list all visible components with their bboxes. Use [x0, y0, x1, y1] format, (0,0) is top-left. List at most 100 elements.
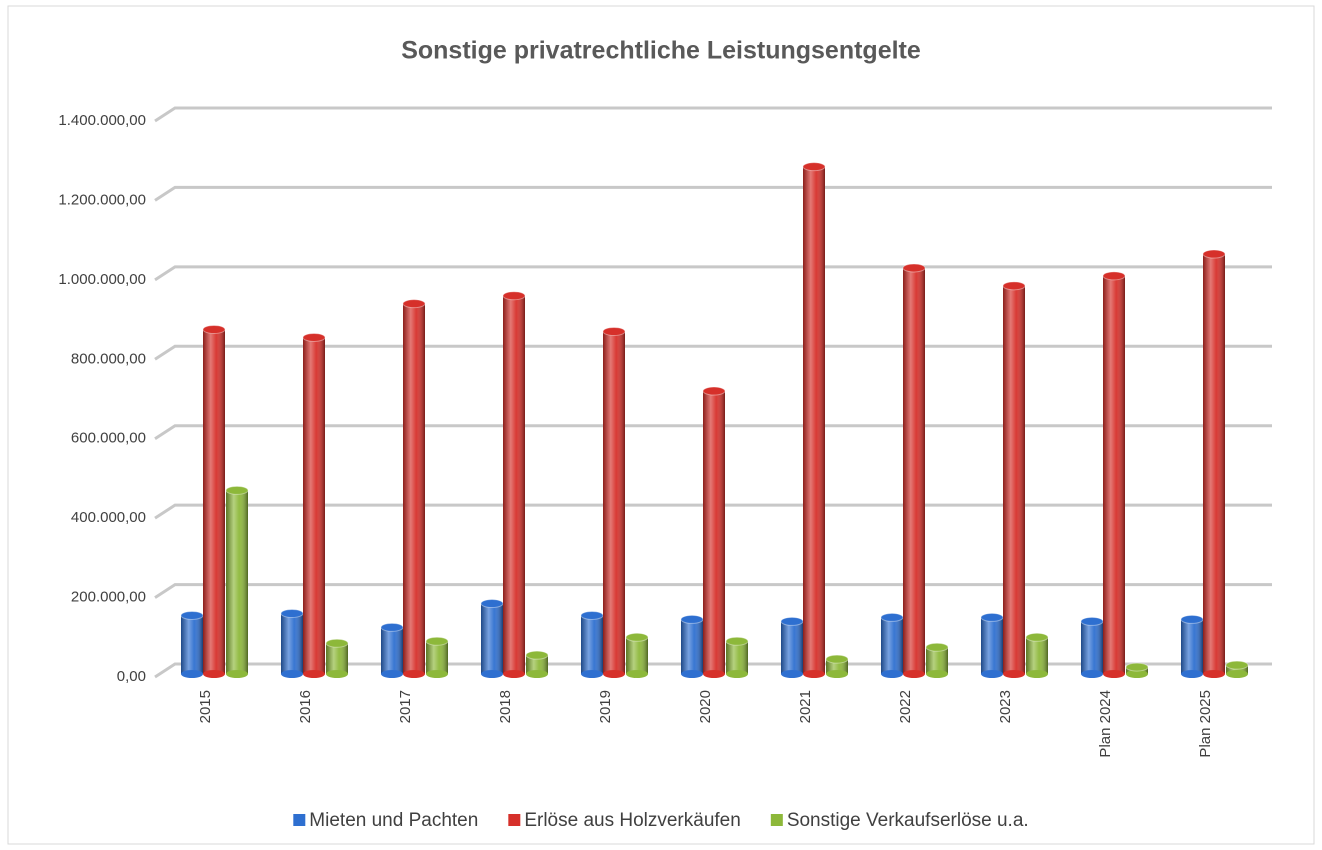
bar-base: [426, 670, 448, 678]
chart-title: Sonstige privatrechtliche Leistungsentge…: [401, 37, 921, 65]
bar: [1225, 660, 1249, 678]
bar: [302, 332, 326, 678]
bar-cap: [980, 612, 1004, 622]
bar: [525, 650, 549, 678]
bar-base: [303, 670, 325, 678]
bar-base: [1126, 670, 1148, 678]
bar-shade: [1103, 275, 1125, 674]
bar: [802, 162, 826, 678]
bar-shade: [503, 295, 525, 674]
bar-shade: [626, 637, 648, 674]
bar: [980, 612, 1004, 678]
x-tick-label: 2017: [397, 690, 414, 723]
bar-shade: [226, 490, 248, 674]
bar-base: [726, 670, 748, 678]
bar-cap: [725, 636, 749, 646]
bar-shade: [1226, 665, 1248, 674]
bar-shade: [326, 643, 348, 674]
bar-shade: [903, 267, 925, 674]
bar: [602, 326, 626, 678]
bar-shade: [826, 659, 848, 674]
bar: [180, 610, 204, 678]
y-tick-label: 400.000,00: [71, 509, 146, 526]
x-tick-label: 2022: [897, 690, 914, 723]
bar-cap: [302, 332, 326, 342]
bar-base: [881, 670, 903, 678]
bar-cap: [602, 326, 626, 336]
bar: [1080, 616, 1104, 678]
grid-line: [154, 185, 1272, 202]
bar-shade: [426, 641, 448, 674]
y-tick-label: 800.000,00: [71, 350, 146, 367]
y-tick-label: 1.400.000,00: [58, 112, 146, 129]
bar-cap: [425, 636, 449, 646]
bar: [680, 614, 704, 678]
legend-label: Erlöse aus Holzverkäufen: [524, 810, 741, 831]
bar-base: [1181, 670, 1203, 678]
bar-cap: [1102, 271, 1126, 281]
bar: [880, 612, 904, 678]
bar-shade: [1203, 254, 1225, 675]
legend: Mieten und Pachten Erlöse aus Holzverkäuf…: [293, 810, 1029, 831]
bar-shade: [681, 619, 703, 674]
bar-shade: [1026, 637, 1048, 674]
x-tick-label: 2019: [597, 690, 614, 723]
bar-base: [1003, 670, 1025, 678]
y-tick-label: 1.000.000,00: [58, 271, 146, 288]
bar: [1025, 632, 1049, 678]
grid-line: [154, 106, 1272, 123]
bar-shade: [281, 613, 303, 674]
bar-cap: [180, 610, 204, 620]
legend-label: Mieten und Pachten: [309, 810, 478, 831]
bar-shade: [581, 615, 603, 674]
bar: [425, 636, 449, 678]
bar-cap: [825, 654, 849, 664]
bar: [825, 654, 849, 678]
bar-shade: [526, 655, 548, 674]
y-tick-label: 0,00: [117, 668, 146, 685]
bar-base: [1226, 670, 1248, 678]
bar-base: [981, 670, 1003, 678]
legend-swatch: [508, 814, 521, 826]
y-tick-label: 1.200.000,00: [58, 191, 146, 208]
x-tick-label: 2020: [697, 690, 714, 723]
bar-cap: [802, 162, 826, 172]
bar: [502, 291, 526, 678]
bar-shade: [303, 337, 325, 674]
bar: [702, 386, 726, 678]
legend-swatch: [770, 814, 783, 826]
bar-base: [526, 670, 548, 678]
bar-base: [226, 670, 248, 678]
bar-cap: [625, 632, 649, 642]
bar-base: [326, 670, 348, 678]
bar-cap: [525, 650, 549, 660]
legend-swatch: [293, 814, 306, 826]
bar-cap: [1202, 249, 1226, 259]
bars: [180, 162, 1249, 678]
bar-base: [903, 670, 925, 678]
bar-shade: [926, 647, 948, 674]
bar-cap: [925, 642, 949, 652]
bar-shade: [1181, 619, 1203, 674]
legend-label: Sonstige Verkaufserlöse u.a.: [787, 810, 1029, 831]
bar: [225, 485, 249, 678]
bar-shade: [981, 617, 1003, 674]
bar: [580, 610, 604, 678]
bar: [380, 622, 404, 678]
bar: [280, 608, 304, 678]
bar-shade: [726, 641, 748, 674]
bar-cap: [880, 612, 904, 622]
bar-base: [581, 670, 603, 678]
bar: [1202, 249, 1226, 678]
bar-base: [681, 670, 703, 678]
bar-cap: [1080, 616, 1104, 626]
bar-cap: [580, 610, 604, 620]
bar-cap: [280, 608, 304, 618]
bar-base: [403, 670, 425, 678]
bar-cap: [380, 622, 404, 632]
bar-cap: [480, 599, 504, 609]
bar-base: [1026, 670, 1048, 678]
bar-cap: [702, 386, 726, 396]
bar-cap: [780, 616, 804, 626]
